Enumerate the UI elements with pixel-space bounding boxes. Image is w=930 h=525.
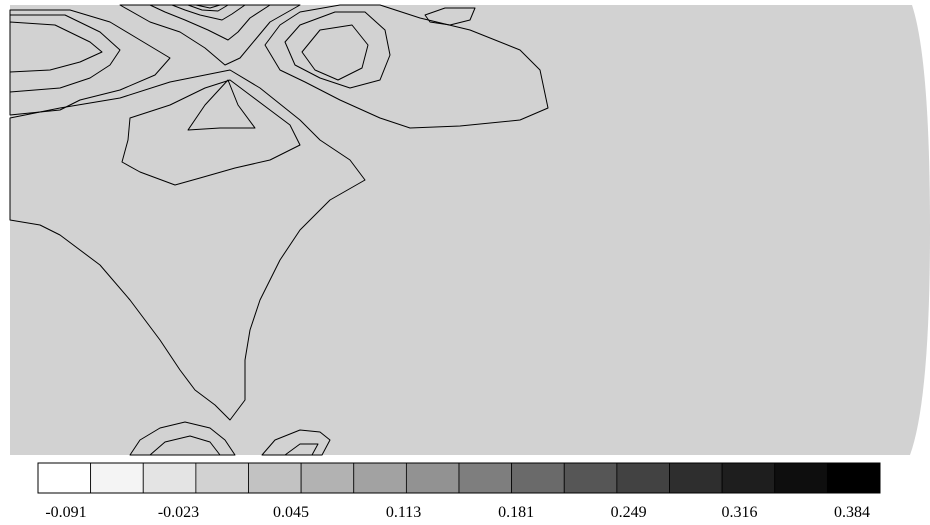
colorbar: -0.091 -0.023 0.045 0.113 0.181 0.249 0.316 0.3… xyxy=(37,462,881,521)
colorbar-swatch xyxy=(774,462,828,494)
contour-low-right-group xyxy=(264,4,549,129)
contour-region-mid xyxy=(9,69,366,421)
colorbar-swatch xyxy=(90,462,144,494)
colorbar-tick-label: 0.249 xyxy=(611,504,647,521)
colorbar-outline xyxy=(37,462,881,494)
contour-low-left-group xyxy=(9,9,171,116)
colorbar-swatch xyxy=(616,462,670,494)
colorbar-tick-label: -0.023 xyxy=(158,504,199,521)
colorbar-swatch xyxy=(721,462,776,494)
colorbar-swatch xyxy=(142,462,197,494)
colorbar-tick-label: 0.045 xyxy=(273,504,309,521)
colorbar-swatch xyxy=(195,462,249,494)
colorbar-swatch xyxy=(826,462,881,494)
contour-low-bottom-group xyxy=(129,421,331,456)
colorbar-tick-label: 0.384 xyxy=(834,504,870,521)
colorbar-swatch xyxy=(353,462,407,494)
contour-region-pocket xyxy=(121,79,301,186)
colorbar-tick-label: 0.113 xyxy=(386,504,421,521)
colorbar-swatch xyxy=(563,462,618,494)
colorbar-swatch xyxy=(37,462,92,494)
colorbar-swatch xyxy=(458,462,513,494)
colorbar-tick-label: 0.181 xyxy=(498,504,534,521)
colorbar-swatch xyxy=(511,462,565,494)
contour-domain-background xyxy=(10,5,930,455)
contour-peak-group xyxy=(119,4,301,66)
colorbar-tick-label: -0.091 xyxy=(45,504,86,521)
colorbar-swatch xyxy=(300,462,355,494)
colorbar-swatch xyxy=(669,462,723,494)
colorbar-swatch xyxy=(248,462,302,494)
colorbar-swatch xyxy=(405,462,460,494)
contour-region-wedge xyxy=(187,79,256,131)
colorbar-tick-label: 0.316 xyxy=(721,504,757,521)
